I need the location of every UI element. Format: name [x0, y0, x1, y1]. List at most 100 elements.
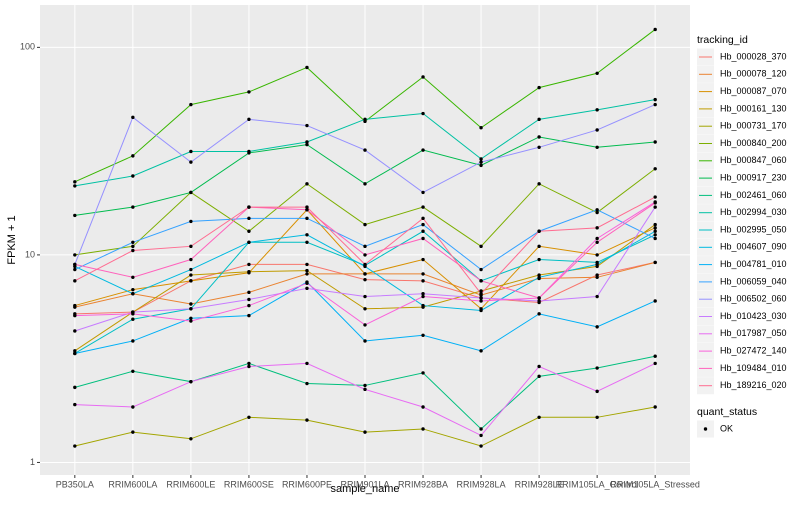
data-point	[653, 260, 657, 265]
data-point	[653, 195, 657, 199]
data-point	[189, 319, 193, 323]
data-point	[653, 140, 657, 144]
data-point	[363, 430, 367, 434]
data-point	[305, 140, 309, 144]
data-point	[73, 444, 77, 448]
data-point	[189, 267, 193, 272]
legend-label: Hb_010423_030	[720, 311, 787, 321]
data-point	[73, 385, 77, 390]
data-point	[73, 329, 77, 333]
data-point	[363, 323, 367, 327]
data-point	[189, 244, 193, 249]
x-tick-label: RRIM105LA_Stressed	[610, 479, 700, 489]
data-point	[595, 325, 599, 329]
data-point	[189, 302, 193, 306]
data-point	[537, 275, 541, 280]
data-point	[537, 117, 541, 122]
data-point	[653, 233, 657, 237]
data-point	[421, 303, 425, 308]
data-point	[305, 142, 309, 147]
data-point	[131, 292, 135, 296]
data-point	[421, 257, 425, 262]
data-point	[247, 361, 251, 366]
data-point	[595, 210, 599, 215]
data-point	[421, 236, 425, 241]
data-point	[247, 290, 251, 295]
data-point	[247, 270, 251, 274]
data-point	[247, 297, 251, 302]
data-point	[73, 279, 77, 283]
x-tick-label: RRIM105LA_Control	[556, 479, 639, 489]
legend-label: Hb_000847_060	[720, 155, 787, 165]
x-tick-label: RRIM600LE	[166, 479, 215, 489]
data-point	[653, 201, 657, 205]
data-point	[421, 405, 425, 409]
data-point	[305, 65, 309, 70]
data-point	[363, 387, 367, 392]
data-point	[305, 205, 309, 209]
data-point	[247, 149, 251, 154]
data-point	[305, 262, 309, 267]
x-tick-label: RRIM600SE	[224, 479, 274, 489]
data-point	[421, 272, 425, 276]
data-point	[247, 117, 251, 122]
data-point	[305, 361, 309, 366]
data-point	[479, 427, 483, 431]
data-point	[247, 303, 251, 308]
data-point	[595, 262, 599, 267]
data-point	[479, 433, 483, 438]
data-point	[363, 272, 367, 276]
legend-label: Hb_000078_120	[720, 69, 787, 79]
data-point	[421, 222, 425, 227]
data-point	[421, 371, 425, 375]
data-point	[653, 361, 657, 366]
data-point	[595, 208, 599, 212]
data-point	[479, 349, 483, 353]
data-point	[131, 430, 135, 434]
legend-label: Hb_000161_130	[720, 103, 787, 113]
data-point	[595, 253, 599, 257]
data-point	[73, 180, 77, 184]
data-point	[479, 160, 483, 164]
legend-label: Hb_000731_170	[720, 121, 787, 131]
data-point	[537, 244, 541, 249]
data-point	[305, 182, 309, 186]
data-point	[479, 296, 483, 300]
data-point	[247, 229, 251, 233]
data-point	[595, 145, 599, 149]
data-point	[537, 257, 541, 262]
data-point	[479, 308, 483, 313]
data-point	[131, 369, 135, 373]
data-point	[189, 257, 193, 262]
data-point	[73, 184, 77, 188]
data-point	[73, 303, 77, 308]
data-point	[537, 145, 541, 149]
data-point	[595, 366, 599, 370]
data-point	[421, 75, 425, 79]
data-point	[479, 244, 483, 249]
data-point	[421, 294, 425, 299]
data-point	[421, 229, 425, 233]
legend-label: Hb_189216_020	[720, 380, 787, 390]
data-point	[131, 405, 135, 409]
data-point	[247, 313, 251, 318]
legend-label: Hb_006059_040	[720, 276, 787, 286]
legend-label: Hb_109484_010	[720, 363, 787, 373]
data-point	[131, 312, 135, 316]
data-point	[653, 299, 657, 303]
data-point	[305, 281, 309, 285]
data-point	[305, 381, 309, 386]
legend-point	[703, 427, 708, 431]
data-point	[421, 205, 425, 209]
data-point	[363, 182, 367, 186]
data-point	[73, 402, 77, 407]
data-point	[305, 208, 309, 212]
data-point	[189, 316, 193, 320]
data-point	[595, 236, 599, 241]
data-point	[131, 244, 135, 249]
data-point	[595, 294, 599, 299]
data-point	[653, 102, 657, 107]
data-point	[131, 174, 135, 178]
data-point	[189, 273, 193, 277]
